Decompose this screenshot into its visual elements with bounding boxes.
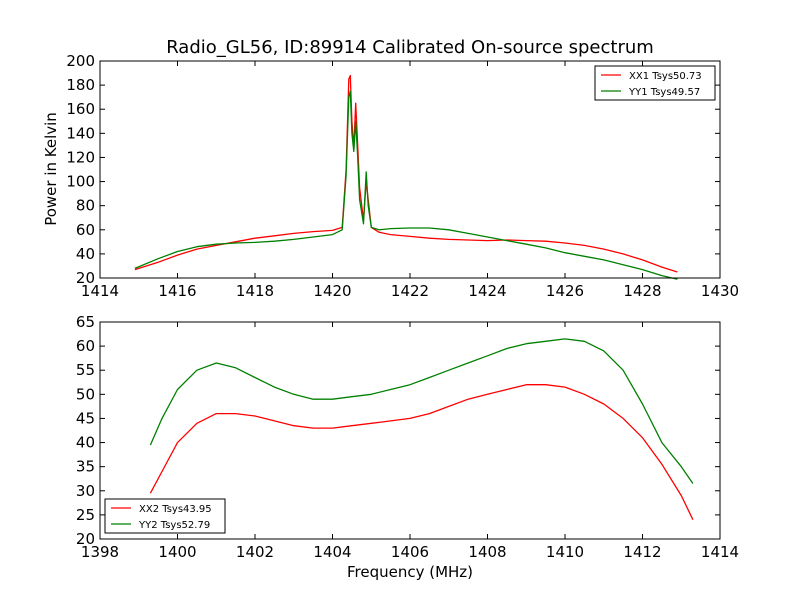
top-series-line-2 bbox=[134, 90, 678, 280]
bottom-plot-lines bbox=[149, 338, 694, 520]
bottom-y-tick-label: 55 bbox=[76, 361, 95, 379]
top-y-tick-label: 60 bbox=[76, 221, 95, 239]
bottom-x-tick-label: 1414 bbox=[701, 543, 739, 561]
bottom-y-tick-label: 40 bbox=[76, 434, 95, 452]
top-x-tick-label: 1426 bbox=[546, 282, 584, 300]
top-x-tick-label: 1414 bbox=[81, 282, 119, 300]
top-y-tick-label: 20 bbox=[76, 269, 95, 287]
bottom-y-tick-label: 25 bbox=[76, 506, 95, 524]
bottom-y-tick-label: 50 bbox=[76, 385, 95, 403]
bottom-x-tick-label: 1406 bbox=[391, 543, 429, 561]
top-y-tick-label: 120 bbox=[66, 148, 95, 166]
bottom-y-tick-label: 30 bbox=[76, 482, 95, 500]
top-x-tick-label: 1418 bbox=[236, 282, 274, 300]
bottom-x-tick-label: 1404 bbox=[313, 543, 351, 561]
top-x-tick-label: 1430 bbox=[701, 282, 739, 300]
top-y-tick-label: 40 bbox=[76, 245, 95, 263]
bottom-y-tick-label: 35 bbox=[76, 458, 95, 476]
top-legend-label-1: XX1 Tsys50.73 bbox=[629, 71, 702, 82]
top-x-tick-label: 1422 bbox=[391, 282, 429, 300]
bottom-axis-ticks: 1398 1400 1402 1404 1406 1408 1410 1412 1414 20 25… bbox=[76, 313, 739, 561]
bottom-y-tick-label: 20 bbox=[76, 530, 95, 548]
top-legend-label-2: YY1 Tsys49.57 bbox=[628, 87, 700, 98]
top-legend: XX1 Tsys50.73 YY1 Tsys49.57 bbox=[594, 65, 716, 101]
top-plot-lines bbox=[134, 74, 678, 280]
top-x-tick-label: 1424 bbox=[468, 282, 506, 300]
bottom-legend: XX2 Tsys43.95 YY2 Tsys52.79 bbox=[104, 498, 226, 534]
bottom-x-tick-label: 1412 bbox=[623, 543, 661, 561]
bottom-y-tick-label: 45 bbox=[76, 409, 95, 427]
bottom-series-line-1 bbox=[149, 384, 694, 520]
bottom-series-line-2 bbox=[149, 338, 694, 484]
bottom-y-tick-label: 65 bbox=[76, 313, 95, 331]
top-y-tick-label: 200 bbox=[66, 52, 95, 70]
top-y-axis-label: Power in Kelvin bbox=[42, 112, 60, 226]
top-x-tick-label: 1428 bbox=[623, 282, 661, 300]
bottom-subplot: Frequency (MHz) 1398 1400 1402 1404 1406 1408… bbox=[76, 313, 739, 581]
top-chart-title: Radio_GL56, ID:89914 Calibrated On-sourc… bbox=[166, 37, 654, 58]
top-x-tick-label: 1416 bbox=[158, 282, 196, 300]
bottom-plot-frame bbox=[99, 321, 721, 540]
top-y-tick-label: 80 bbox=[76, 197, 95, 215]
bottom-x-tick-label: 1410 bbox=[546, 543, 584, 561]
bottom-x-tick-label: 1402 bbox=[236, 543, 274, 561]
bottom-legend-label-1: XX2 Tsys43.95 bbox=[139, 504, 212, 515]
top-axis-ticks: 1414 1416 1418 1420 1422 1424 1426 1428 1430 20 40… bbox=[66, 52, 739, 300]
bottom-legend-label-2: YY2 Tsys52.79 bbox=[138, 520, 210, 531]
bottom-y-tick-label: 60 bbox=[76, 337, 95, 355]
top-y-tick-label: 140 bbox=[66, 124, 95, 142]
bottom-x-tick-label: 1400 bbox=[158, 543, 196, 561]
top-y-tick-label: 100 bbox=[66, 173, 95, 191]
top-x-tick-label: 1420 bbox=[313, 282, 351, 300]
bottom-x-tick-label: 1408 bbox=[468, 543, 506, 561]
bottom-legend-box bbox=[104, 498, 226, 534]
top-legend-box bbox=[594, 65, 716, 101]
bottom-x-axis-label: Frequency (MHz) bbox=[347, 563, 473, 581]
bottom-x-tick-label: 1398 bbox=[81, 543, 119, 561]
top-y-tick-label: 160 bbox=[66, 100, 95, 118]
top-plot-frame bbox=[99, 60, 721, 279]
top-y-tick-label: 180 bbox=[66, 76, 95, 94]
top-subplot: Radio_GL56, ID:89914 Calibrated On-sourc… bbox=[42, 37, 739, 300]
